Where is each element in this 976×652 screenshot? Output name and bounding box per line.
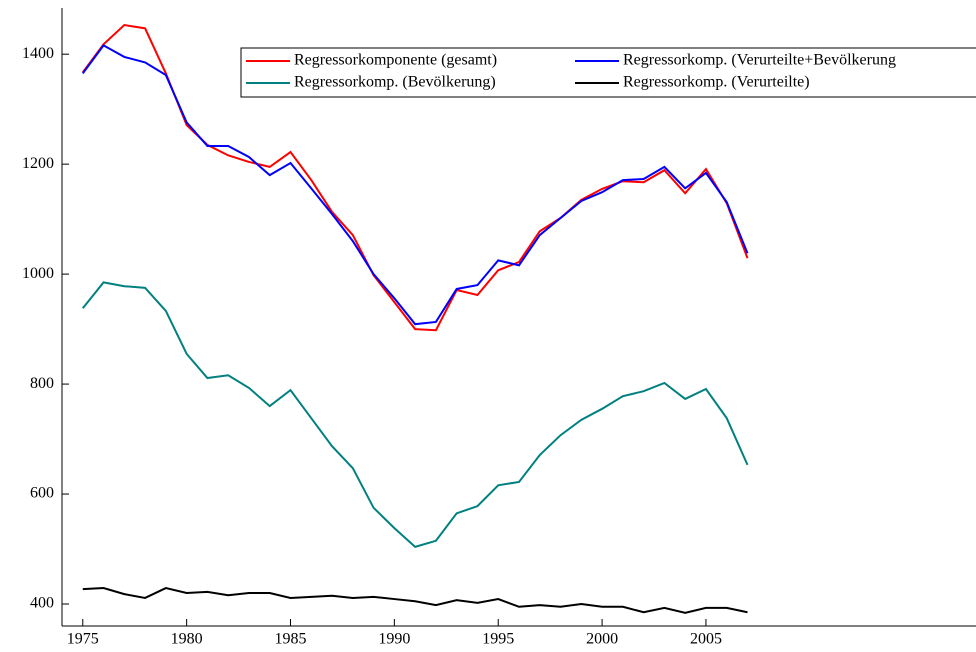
x-tick-label: 1975 xyxy=(67,631,99,648)
x-tick-label: 1980 xyxy=(171,631,203,648)
series-line xyxy=(81,281,749,548)
x-tick-label: 1990 xyxy=(378,631,410,648)
legend-label: Regressorkomponente (gesamt) xyxy=(294,52,497,69)
x-tick-label: 2005 xyxy=(690,631,722,648)
legend-label: Regressorkomp. (Verurteilte) xyxy=(623,74,810,91)
x-tick-label: 1995 xyxy=(482,631,514,648)
y-tick-label: 1200 xyxy=(22,155,54,172)
y-tick-label: 1400 xyxy=(22,45,54,62)
series-line xyxy=(81,44,749,326)
y-tick-label: 800 xyxy=(30,375,54,392)
legend-box xyxy=(240,47,976,98)
x-tick-label: 2000 xyxy=(586,631,618,648)
y-tick-label: 600 xyxy=(30,485,54,502)
legend-label: Regressorkomp. (Verurteilte+Bevölkerung xyxy=(623,52,896,69)
series-line xyxy=(82,587,748,614)
y-tick-label: 1000 xyxy=(22,265,54,282)
x-tick-label: 1985 xyxy=(275,631,307,648)
legend-label: Regressorkomp. (Bevölkerung) xyxy=(294,74,496,91)
y-tick-label: 400 xyxy=(30,595,54,612)
